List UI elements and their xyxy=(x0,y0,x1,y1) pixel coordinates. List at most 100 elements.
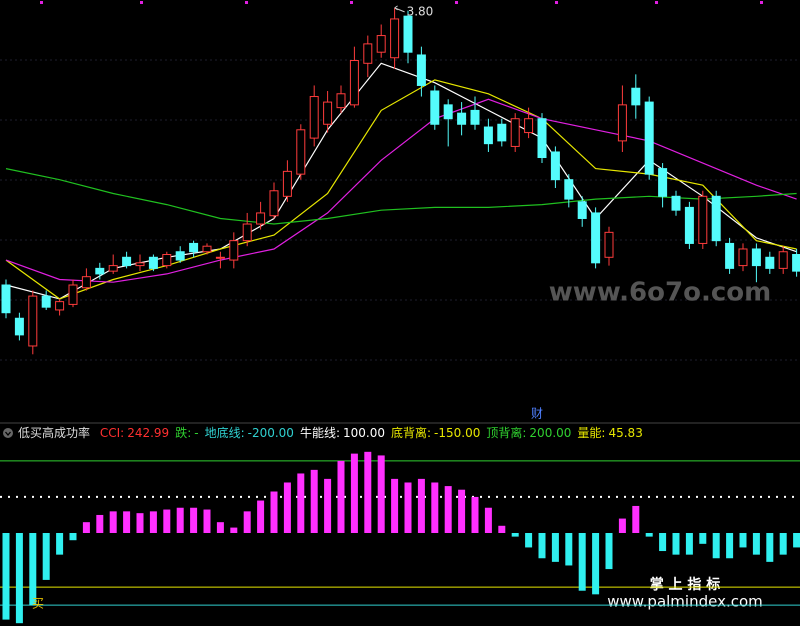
candle-body xyxy=(617,104,627,142)
legend-name: CCI: xyxy=(100,426,124,440)
cci-bar xyxy=(699,533,707,544)
candle-body xyxy=(162,254,172,267)
candle-body xyxy=(497,123,507,142)
candle-body xyxy=(95,267,105,275)
candle-body xyxy=(282,170,292,197)
cci-bar xyxy=(605,533,613,570)
candle-body xyxy=(148,256,158,269)
buy-label: 买 xyxy=(32,597,44,611)
cci-bar xyxy=(42,533,50,580)
cci-bar xyxy=(2,533,10,620)
candle-body xyxy=(256,212,266,225)
cci-bar xyxy=(297,473,305,533)
cci-bar xyxy=(565,533,573,566)
candle-body xyxy=(765,256,775,269)
candle-body xyxy=(725,242,735,269)
candle-body xyxy=(591,212,601,264)
indicator-header: 低买高成功率 CCI: 242.99 跌: - 地底线: -200.00 牛能线: 100.0… xyxy=(18,425,643,440)
collapse-icon[interactable] xyxy=(3,428,13,438)
legend-value: 200.00 xyxy=(529,426,571,440)
candle-body xyxy=(215,256,225,259)
candle-body xyxy=(778,251,788,269)
candle-body xyxy=(202,245,212,253)
candle-body xyxy=(738,248,748,267)
collapse-chevron xyxy=(5,431,11,437)
candle-body xyxy=(309,96,319,139)
legend-value: 242.99 xyxy=(127,426,169,440)
cci-bar xyxy=(82,522,90,533)
legend-name: 地底线: xyxy=(205,425,245,440)
legend-name: 底背离: xyxy=(391,425,431,440)
candle-body xyxy=(122,256,132,267)
candle-body xyxy=(81,276,91,289)
cci-bar xyxy=(592,533,600,595)
cci-bar xyxy=(149,511,157,533)
watermark-site: www.palmindex.com xyxy=(607,593,763,611)
cci-bar xyxy=(766,533,774,562)
cci-bar xyxy=(645,533,653,537)
cci-bar xyxy=(511,533,519,537)
candle-body xyxy=(229,240,239,261)
cci-bar xyxy=(471,496,479,533)
ma-line xyxy=(5,79,797,300)
cci-bar xyxy=(417,478,425,533)
max-arrow xyxy=(394,5,405,13)
legend-value: 100.00 xyxy=(343,426,385,440)
event-label: 财 xyxy=(531,407,543,421)
candle-body xyxy=(751,248,761,267)
cci-bar xyxy=(551,533,559,562)
cci-bar xyxy=(377,455,385,533)
cci-bar xyxy=(350,453,358,533)
cci-bar xyxy=(337,460,345,533)
cci-bar xyxy=(779,533,787,555)
cci-bar xyxy=(216,522,224,533)
candle-body xyxy=(443,104,453,120)
candle-body xyxy=(28,295,38,347)
legend-name: 顶背离: xyxy=(486,425,526,440)
cci-bar xyxy=(793,533,800,548)
candle-body xyxy=(792,254,800,272)
candle-body xyxy=(175,251,185,261)
cci-bar xyxy=(96,514,104,533)
cci-bar xyxy=(364,451,372,533)
cci-bar xyxy=(310,469,318,533)
cci-bar xyxy=(324,478,332,533)
cci-bar xyxy=(752,533,760,555)
legend-value: -150.00 xyxy=(434,426,480,440)
cci-bar xyxy=(283,482,291,533)
cci-bar xyxy=(498,525,506,533)
cci-bar xyxy=(190,507,198,533)
cci-bar xyxy=(659,533,667,552)
candle-body xyxy=(55,301,65,311)
candle-body xyxy=(1,284,11,314)
cci-bar xyxy=(257,500,265,533)
cci-bar xyxy=(404,482,412,533)
indicator-title: 低买高成功率 xyxy=(18,425,90,440)
cci-bar xyxy=(109,511,117,533)
watermark-brand: 掌 上 指 标 xyxy=(650,576,721,593)
candle-body xyxy=(604,231,614,258)
cci-bar xyxy=(444,486,452,533)
legend-name: 跌: xyxy=(175,425,191,440)
candle-body xyxy=(68,284,78,305)
candle-body xyxy=(457,112,467,125)
candle-body xyxy=(537,118,547,159)
candle-body xyxy=(658,168,668,197)
cci-bar xyxy=(739,533,747,548)
candle-body xyxy=(483,126,493,145)
cci-bar xyxy=(230,527,238,533)
cci-bar xyxy=(672,533,680,555)
candle-body xyxy=(631,87,641,106)
top-markers xyxy=(40,1,763,4)
cci-bar xyxy=(632,505,640,533)
watermark: www.6o7o.com xyxy=(549,278,771,308)
cci-bar xyxy=(203,509,211,533)
cci-bar xyxy=(163,509,171,533)
cci-bar xyxy=(136,513,144,533)
cci-bar xyxy=(391,478,399,533)
candle-body xyxy=(14,317,24,336)
cci-bar xyxy=(618,518,626,533)
candle-body xyxy=(524,118,534,134)
candle-body xyxy=(510,118,520,147)
